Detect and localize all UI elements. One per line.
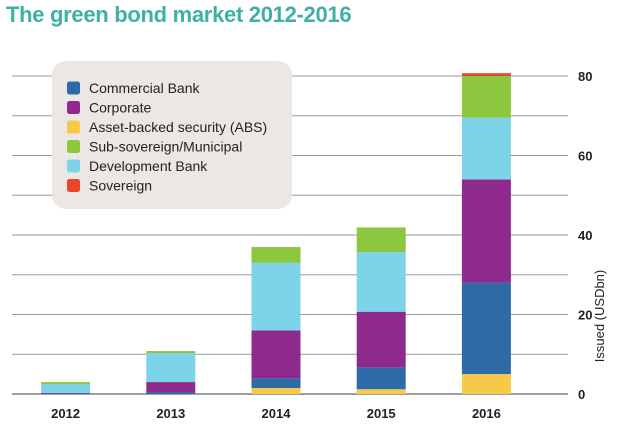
chart-title: The green bond market 2012-2016 <box>6 2 352 27</box>
bar-segment <box>146 392 196 394</box>
bar-segment <box>251 262 301 331</box>
bar-segment <box>461 179 511 283</box>
legend-swatch <box>67 140 80 153</box>
bar-segment <box>146 382 196 393</box>
legend-label: Development Bank <box>89 158 208 174</box>
y-axis-label: Issued (USDbn) <box>592 270 607 362</box>
bar-segment <box>461 374 511 394</box>
bar-segment <box>461 76 511 118</box>
bar-segment <box>356 389 406 394</box>
y-tick-label: 80 <box>578 69 592 84</box>
bar-segment <box>146 351 196 354</box>
y-tick-labels: 0 20 40 60 80 <box>578 69 592 402</box>
bar-segment <box>461 73 511 76</box>
legend: Commercial Bank Corporate Asset-backed sec… <box>52 61 292 209</box>
bar-segment <box>356 311 406 368</box>
bar-segment <box>251 246 301 263</box>
y-tick-label: 0 <box>578 387 585 402</box>
y-tick-label: 60 <box>578 149 592 164</box>
legend-label: Asset-backed security (ABS) <box>89 119 267 135</box>
legend-swatch <box>67 159 80 173</box>
legend-swatch <box>67 81 80 95</box>
bar-segment <box>41 393 91 394</box>
bar-segment <box>461 282 511 375</box>
bars <box>41 73 511 394</box>
bar-segment <box>461 117 511 180</box>
legend-background <box>52 61 292 209</box>
bar-segment <box>356 367 406 390</box>
legend-swatch <box>67 101 80 114</box>
legend-swatch <box>67 120 80 134</box>
x-tick-label: 2012 <box>51 406 80 421</box>
legend-label: Sovereign <box>89 178 152 194</box>
y-tick-label: 40 <box>578 228 592 243</box>
bar-segment <box>41 392 91 394</box>
bar-segment <box>251 388 301 394</box>
bar-segment <box>356 252 406 312</box>
x-tick-labels: 2012 2013 2014 2015 2016 <box>51 406 501 421</box>
legend-items: Commercial Bank Corporate Asset-backed sec… <box>67 80 267 194</box>
legend-swatch <box>67 179 80 192</box>
x-tick-label: 2013 <box>156 406 185 421</box>
bar-segment <box>146 353 196 383</box>
x-tick-label: 2014 <box>262 406 292 421</box>
legend-label: Commercial Bank <box>89 80 200 96</box>
y-tick-label: 20 <box>578 308 592 323</box>
bar-segment <box>251 378 301 389</box>
bar-segment <box>41 384 91 393</box>
legend-label: Sub-sovereign/Municipal <box>89 139 242 155</box>
bar-segment <box>251 330 301 379</box>
bar-segment <box>356 227 406 253</box>
bar-segment <box>41 382 91 385</box>
x-tick-label: 2015 <box>367 406 396 421</box>
x-tick-label: 2016 <box>472 406 501 421</box>
legend-label: Corporate <box>89 100 151 116</box>
